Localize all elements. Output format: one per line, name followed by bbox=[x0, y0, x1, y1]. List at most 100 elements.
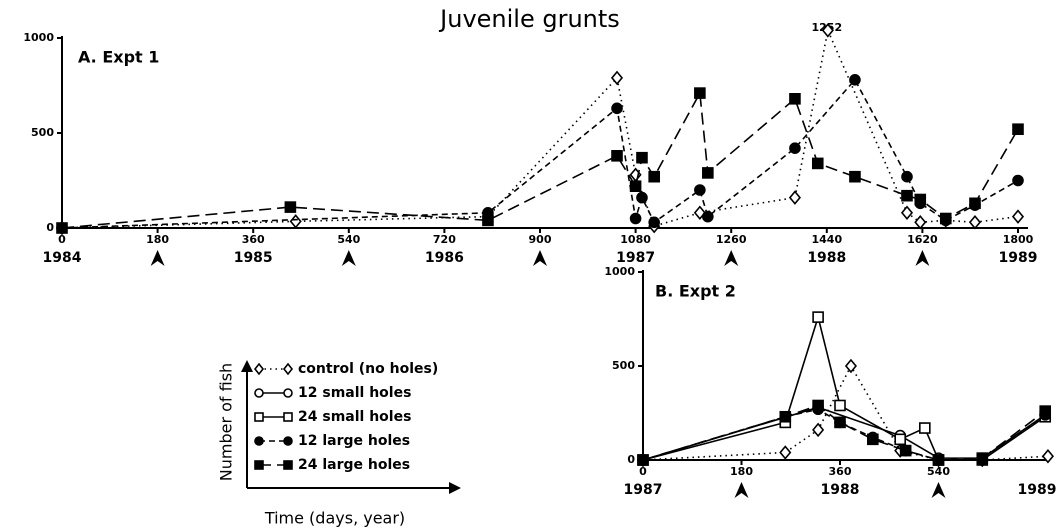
figure-title: Juvenile grunts bbox=[438, 5, 620, 33]
marker bbox=[901, 170, 913, 183]
marker bbox=[849, 74, 861, 86]
marker bbox=[789, 142, 801, 154]
x-tick-label: 0 bbox=[639, 465, 647, 478]
marker bbox=[636, 151, 648, 164]
marker bbox=[834, 416, 846, 429]
year-label: 1984 bbox=[43, 250, 82, 266]
year-label: 1989 bbox=[999, 250, 1038, 266]
marker bbox=[834, 399, 846, 412]
legend-entry: control (no holes) bbox=[298, 361, 438, 377]
marker bbox=[629, 180, 642, 192]
marker bbox=[779, 445, 792, 460]
marker bbox=[812, 399, 824, 412]
legend-marker bbox=[282, 362, 294, 376]
marker bbox=[1011, 209, 1025, 224]
x-tick-label: 900 bbox=[529, 233, 552, 246]
sampling-arrow bbox=[734, 482, 749, 498]
x-tick-label: 1620 bbox=[907, 233, 938, 246]
series-line bbox=[61, 27, 1019, 229]
legend-x-arrowhead bbox=[449, 482, 461, 494]
legend-y-label: Number of fish bbox=[217, 363, 236, 481]
sampling-arrow bbox=[931, 482, 946, 498]
marker bbox=[694, 184, 706, 196]
legend-entry: 12 large holes bbox=[298, 433, 410, 449]
y-tick-label: 0 bbox=[46, 221, 54, 234]
marker bbox=[648, 170, 660, 183]
legend-entry: 24 large holes bbox=[298, 457, 410, 473]
x-tick-label: 360 bbox=[242, 233, 265, 246]
series-line bbox=[61, 78, 1019, 229]
marker bbox=[867, 433, 879, 446]
year-label: 1986 bbox=[425, 250, 464, 266]
x-tick-label: 540 bbox=[337, 233, 360, 246]
marker bbox=[482, 214, 494, 227]
x-tick-label: 180 bbox=[146, 233, 169, 246]
legend-x-label: Time (days, year) bbox=[264, 509, 405, 528]
year-label: 1987 bbox=[624, 482, 663, 498]
sampling-arrow bbox=[150, 250, 165, 266]
sampling-arrow bbox=[915, 250, 930, 266]
y-tick-label: 1000 bbox=[23, 31, 54, 44]
x-tick-label: 1260 bbox=[716, 233, 747, 246]
marker bbox=[284, 201, 297, 213]
series-line bbox=[642, 314, 1046, 461]
marker bbox=[702, 167, 714, 179]
x-tick-label: 180 bbox=[730, 465, 753, 478]
y-tick-label: 0 bbox=[627, 453, 635, 466]
series-line bbox=[642, 364, 1048, 461]
x-tick-label: 720 bbox=[433, 233, 456, 246]
marker bbox=[900, 205, 914, 221]
y-tick-label: 500 bbox=[612, 359, 635, 372]
legend-marker bbox=[283, 460, 293, 470]
marker bbox=[779, 410, 792, 423]
x-tick-label: 1800 bbox=[1003, 233, 1034, 246]
x-tick-label: 1440 bbox=[811, 233, 842, 246]
marker bbox=[894, 433, 906, 446]
panel-label: A. Expt 1 bbox=[78, 48, 159, 67]
marker bbox=[932, 454, 945, 466]
legend-marker bbox=[283, 436, 293, 446]
marker bbox=[789, 93, 801, 105]
marker bbox=[1012, 174, 1024, 187]
x-tick-label: 1080 bbox=[620, 233, 651, 246]
marker bbox=[914, 193, 927, 206]
sampling-arrow bbox=[341, 250, 356, 266]
series-line bbox=[61, 90, 1019, 229]
marker bbox=[844, 358, 857, 374]
marker bbox=[702, 210, 714, 223]
year-label: 1988 bbox=[807, 250, 846, 266]
marker bbox=[968, 215, 982, 230]
marker bbox=[901, 189, 913, 202]
year-label: 1988 bbox=[821, 482, 860, 498]
marker bbox=[939, 212, 952, 225]
marker bbox=[919, 422, 931, 434]
x-tick-label: 0 bbox=[58, 233, 66, 246]
y-tick-label: 500 bbox=[31, 126, 54, 139]
marker bbox=[969, 197, 981, 210]
marker bbox=[788, 190, 801, 205]
legend-entry: 24 small holes bbox=[298, 409, 411, 425]
marker bbox=[629, 212, 642, 225]
marker bbox=[56, 222, 68, 234]
marker bbox=[899, 444, 912, 457]
marker bbox=[611, 102, 623, 115]
series-line bbox=[642, 406, 1046, 461]
marker bbox=[914, 215, 927, 230]
marker bbox=[1039, 405, 1052, 417]
legend-y-arrowhead bbox=[241, 360, 253, 372]
marker bbox=[812, 311, 824, 323]
legend-marker bbox=[254, 412, 264, 422]
legend-marker bbox=[254, 436, 264, 446]
marker bbox=[976, 452, 989, 464]
sampling-arrow bbox=[533, 250, 547, 266]
legend-entry: 12 small holes bbox=[298, 385, 411, 401]
year-label: 1989 bbox=[1018, 482, 1056, 498]
marker bbox=[694, 87, 706, 99]
x-tick-label: 360 bbox=[829, 465, 852, 478]
marker bbox=[611, 150, 623, 162]
legend-marker bbox=[283, 412, 293, 422]
year-label: 1985 bbox=[234, 250, 273, 266]
marker bbox=[1041, 448, 1054, 464]
marker bbox=[849, 170, 861, 183]
